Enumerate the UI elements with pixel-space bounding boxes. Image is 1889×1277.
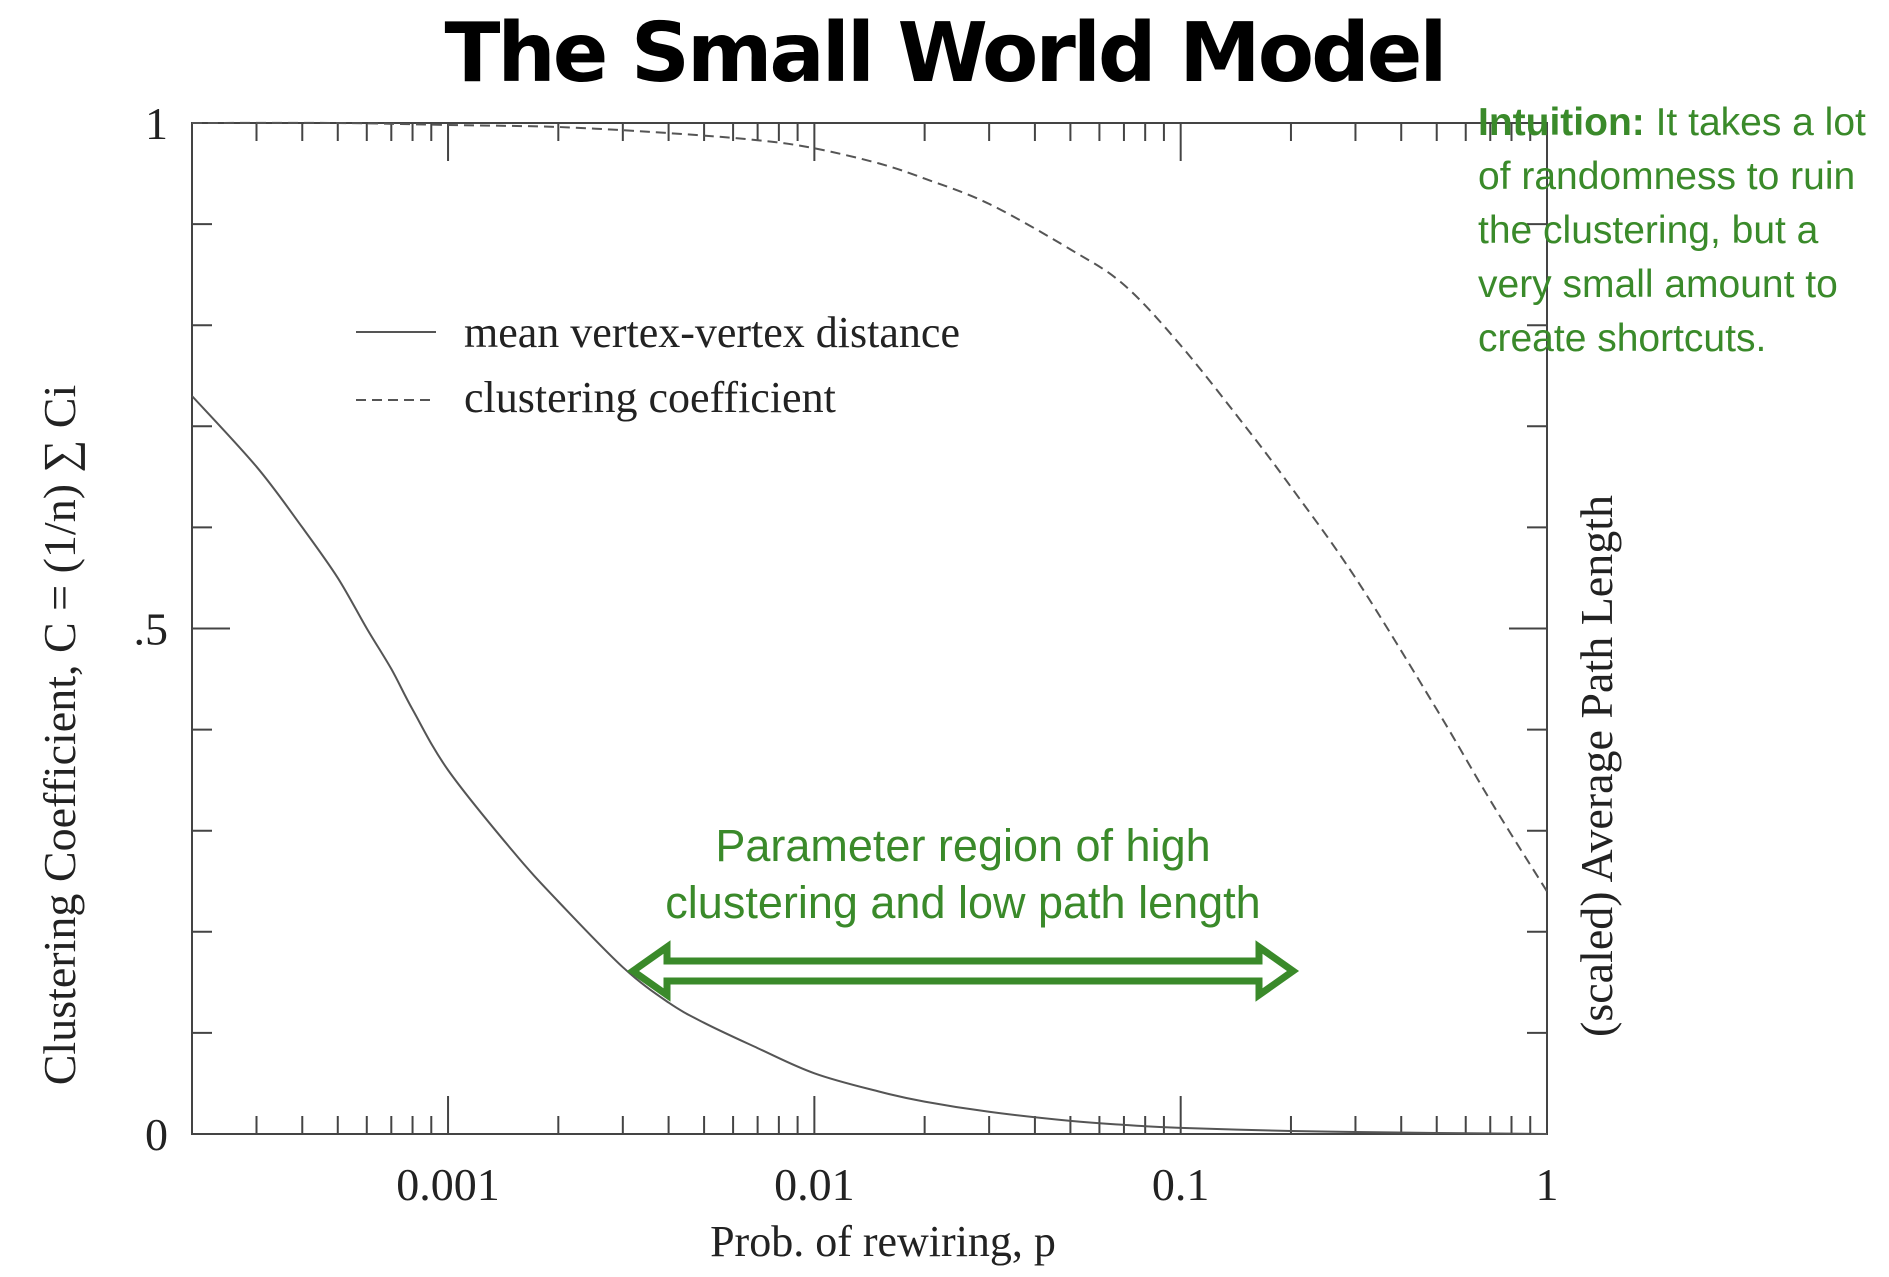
- region-label-line1: Parameter region of high: [715, 820, 1210, 871]
- double-arrow-icon: [626, 940, 1300, 1002]
- legend-label-solid: mean vertex-vertex distance: [464, 308, 960, 357]
- x-tick-label: 0.001: [396, 1159, 500, 1210]
- x-tick-label: 0.1: [1152, 1159, 1210, 1210]
- chart-curves: [191, 121, 1548, 1135]
- series-mean-distance: [191, 395, 1548, 1135]
- region-label-line2: clustering and low path length: [665, 877, 1260, 928]
- chart-legend: mean vertex-vertex distance clustering c…: [356, 308, 960, 422]
- y-axis-label-text: Clustering Coefficient, C = (1/n) ∑ Ci: [34, 385, 85, 1086]
- intuition-text: It takes a lot of randomness to ruin the…: [1478, 101, 1866, 360]
- y-tick-label: 1: [145, 98, 168, 149]
- y-tick-label: 0: [145, 1109, 168, 1160]
- intuition-lead: Intuition:: [1478, 101, 1645, 144]
- x-tick-label: 0.01: [774, 1159, 855, 1210]
- chart-axes: 0.001 0.01 0.1 1 0 .5 1: [134, 98, 1559, 1210]
- page-title: The Small World Model: [444, 6, 1447, 101]
- y-axis-label: Clustering Coefficient, C = (1/n) ∑ Ci: [34, 385, 85, 1086]
- series-clustering-coefficient: [191, 121, 1548, 892]
- x-tick-label: 1: [1536, 1159, 1559, 1210]
- intuition-annotation: Intuition: It takes a lot of randomness …: [1478, 96, 1888, 366]
- y-tick-label: .5: [134, 604, 169, 655]
- legend-label-dashed: clustering coefficient: [464, 373, 836, 422]
- parameter-region: Parameter region of high clustering and …: [626, 820, 1300, 1002]
- x-axis-label: Prob. of rewiring, p: [710, 1217, 1056, 1266]
- y-axis-label-right: (scaled) Average Path Length: [1571, 495, 1622, 1037]
